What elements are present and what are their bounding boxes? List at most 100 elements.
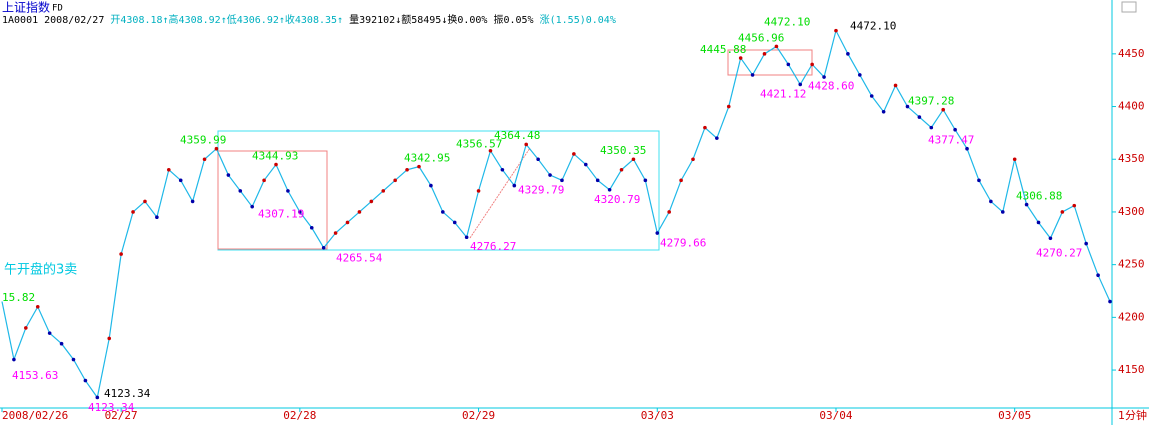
price-annotation: 4356.57: [456, 137, 502, 150]
price-point: [441, 210, 445, 214]
x-tick-label: 03/05: [998, 409, 1031, 422]
y-tick-label: 4250: [1118, 258, 1145, 271]
x-tick-label: 02/27: [105, 409, 138, 422]
y-tick-label: 4200: [1118, 310, 1145, 323]
price-point: [524, 142, 529, 147]
price-point: [703, 125, 707, 130]
y-tick-label: 4300: [1118, 205, 1145, 218]
price-point: [333, 231, 338, 235]
period-label: 1分钟: [1118, 408, 1147, 422]
price-point: [190, 199, 195, 204]
price-annotation: 4265.54: [336, 251, 383, 264]
price-point: [619, 167, 624, 172]
price-point: [357, 210, 362, 214]
price-annotation: 4329.79: [518, 184, 564, 197]
price-point: [548, 173, 552, 177]
price-annotation: 4377.47: [928, 133, 974, 146]
price-point: [107, 336, 112, 341]
price-point: [643, 178, 648, 183]
price-point: [572, 152, 576, 156]
price-point: [405, 167, 409, 172]
price-point: [750, 73, 755, 77]
price-point: [166, 167, 171, 172]
price-point: [12, 357, 16, 362]
price-annotation: 4153.63: [12, 369, 58, 382]
chart-subtitle: FD: [52, 4, 63, 14]
price-point: [119, 252, 123, 256]
price-line: [1, 28, 1111, 399]
price-point: [429, 183, 433, 188]
price-point: [95, 395, 100, 400]
window-button[interactable]: [1121, 1, 1137, 13]
price-point: [417, 164, 421, 169]
price-point: [35, 305, 40, 309]
price-point: [393, 178, 397, 183]
price-point: [893, 83, 898, 88]
price-point: [679, 178, 683, 183]
y-tick-label: 4150: [1118, 363, 1145, 376]
price-annotation: 15.82: [2, 291, 35, 304]
price-annotation: 4344.93: [252, 150, 298, 163]
price-point: [1000, 210, 1005, 214]
price-point: [464, 235, 469, 240]
price-point: [71, 357, 76, 362]
x-tick-label: 03/04: [819, 409, 852, 422]
price-point: [262, 178, 266, 183]
price-point: [715, 136, 719, 140]
price-point: [512, 183, 517, 188]
price-point: [1084, 241, 1088, 246]
price-annotation: 4456.96: [738, 32, 784, 45]
price-point: [500, 167, 505, 172]
note: 午开盘的3卖: [4, 262, 77, 278]
price-annotation: 4350.35: [600, 144, 646, 157]
price-annotation: 4307.19: [258, 207, 304, 220]
price-point: [691, 157, 695, 162]
x-tick-label: 2008/02/26: [2, 409, 68, 422]
price-annotation: 4472.10: [764, 16, 810, 29]
price-annotation: 4445.88: [700, 43, 746, 56]
price-point: [655, 231, 660, 235]
price-point: [881, 110, 886, 114]
price-point: [286, 189, 290, 193]
price-point: [869, 94, 874, 98]
price-point: [822, 75, 826, 79]
y-tick-label: 4450: [1118, 47, 1145, 60]
price-point: [953, 127, 957, 132]
price-point: [131, 210, 135, 214]
price-point: [1012, 157, 1017, 162]
price-point: [595, 178, 600, 183]
price-point: [155, 215, 159, 220]
x-tick-label: 03/03: [641, 409, 674, 422]
price-point: [834, 28, 838, 33]
price-point: [560, 178, 564, 183]
price-point: [667, 210, 671, 214]
price-point: [1072, 203, 1077, 208]
price-annotation: 4320.79: [594, 193, 640, 206]
price-annotation: 4428.60: [808, 79, 854, 92]
price-annotation: 4472.10: [850, 20, 896, 33]
price-point: [298, 210, 302, 214]
price-point: [476, 189, 481, 193]
price-point: [786, 62, 791, 67]
price-point: [846, 52, 850, 56]
price-point: [59, 341, 64, 346]
price-annotation: 4123.34: [104, 387, 151, 400]
price-point: [631, 157, 636, 162]
price-point: [1036, 220, 1041, 225]
price-point: [178, 178, 183, 183]
price-point: [965, 146, 969, 151]
price-point: [1060, 210, 1065, 214]
info-line: 1A0001 2008/02/27 开4308.18↑高4308.92↑低430…: [2, 13, 616, 26]
price-point: [202, 157, 207, 162]
price-point: [810, 62, 814, 67]
price-point: [321, 245, 326, 250]
price-annotation: 4342.95: [404, 152, 450, 165]
price-point: [381, 189, 386, 193]
price-point: [143, 199, 147, 204]
price-point: [1108, 299, 1112, 304]
price-point: [1024, 202, 1029, 207]
price-point: [583, 162, 588, 167]
price-point: [1048, 236, 1053, 241]
x-tick-label: 02/29: [462, 409, 495, 422]
price-point: [488, 149, 493, 153]
